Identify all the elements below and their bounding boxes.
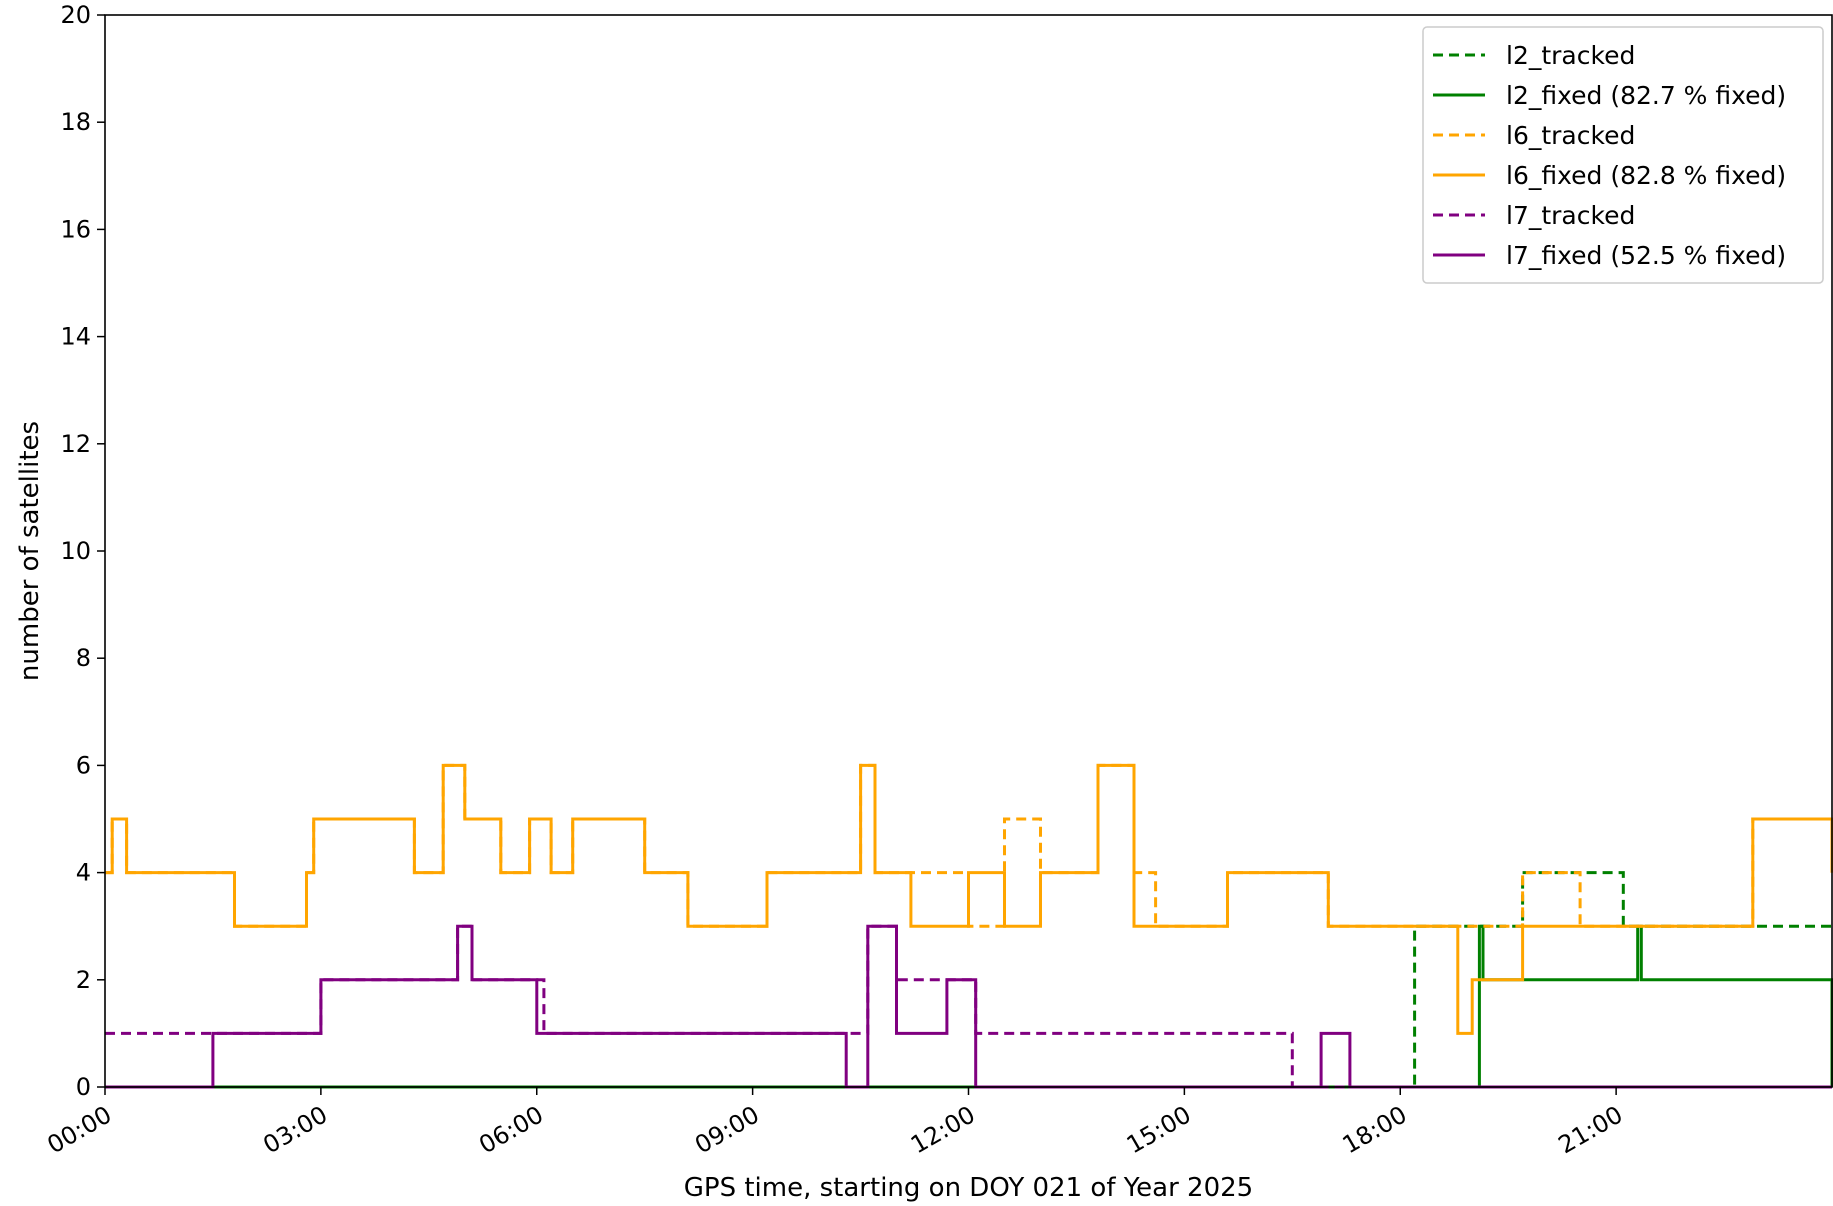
- y-tick-label-7: 14: [60, 323, 91, 351]
- y-tick-label-8: 16: [60, 215, 91, 243]
- x-axis-label: GPS time, starting on DOY 021 of Year 20…: [684, 1173, 1253, 1203]
- y-tick-label-9: 18: [60, 108, 91, 136]
- y-tick-label-10: 20: [60, 1, 91, 29]
- legend-box: [1422, 26, 1824, 284]
- y-tick-label-4: 8: [76, 644, 91, 672]
- y-tick-label-5: 10: [60, 537, 91, 565]
- y-axis: 0 2 4 6 8 10 12 14 16 18 20: [60, 1, 105, 1101]
- series-line-3: [105, 763, 1833, 1035]
- legend-label-4: l7_tracked: [1506, 201, 1635, 230]
- y-tick-label-2: 4: [76, 859, 91, 887]
- legend-label-5: l7_fixed (52.5 % fixed): [1506, 241, 1786, 270]
- y-tick-label-0: 0: [76, 1073, 91, 1101]
- legend-label-3: l6_fixed (82.8 % fixed): [1506, 161, 1786, 190]
- y-tick-label-3: 6: [76, 751, 91, 779]
- y-axis-label: number of satellites: [15, 421, 45, 681]
- series-line-0: [105, 871, 1832, 1089]
- legend-label-1: l2_fixed (82.7 % fixed): [1506, 81, 1786, 110]
- y-tick-label-1: 2: [76, 966, 91, 994]
- plot-series: [105, 763, 1833, 1089]
- y-tick-label-6: 12: [60, 430, 91, 458]
- legend: l2_tracked l2_fixed (82.7 % fixed) l6_trac…: [1422, 26, 1824, 284]
- legend-label-0: l2_tracked: [1506, 41, 1635, 70]
- legend-label-2: l6_tracked: [1506, 121, 1635, 150]
